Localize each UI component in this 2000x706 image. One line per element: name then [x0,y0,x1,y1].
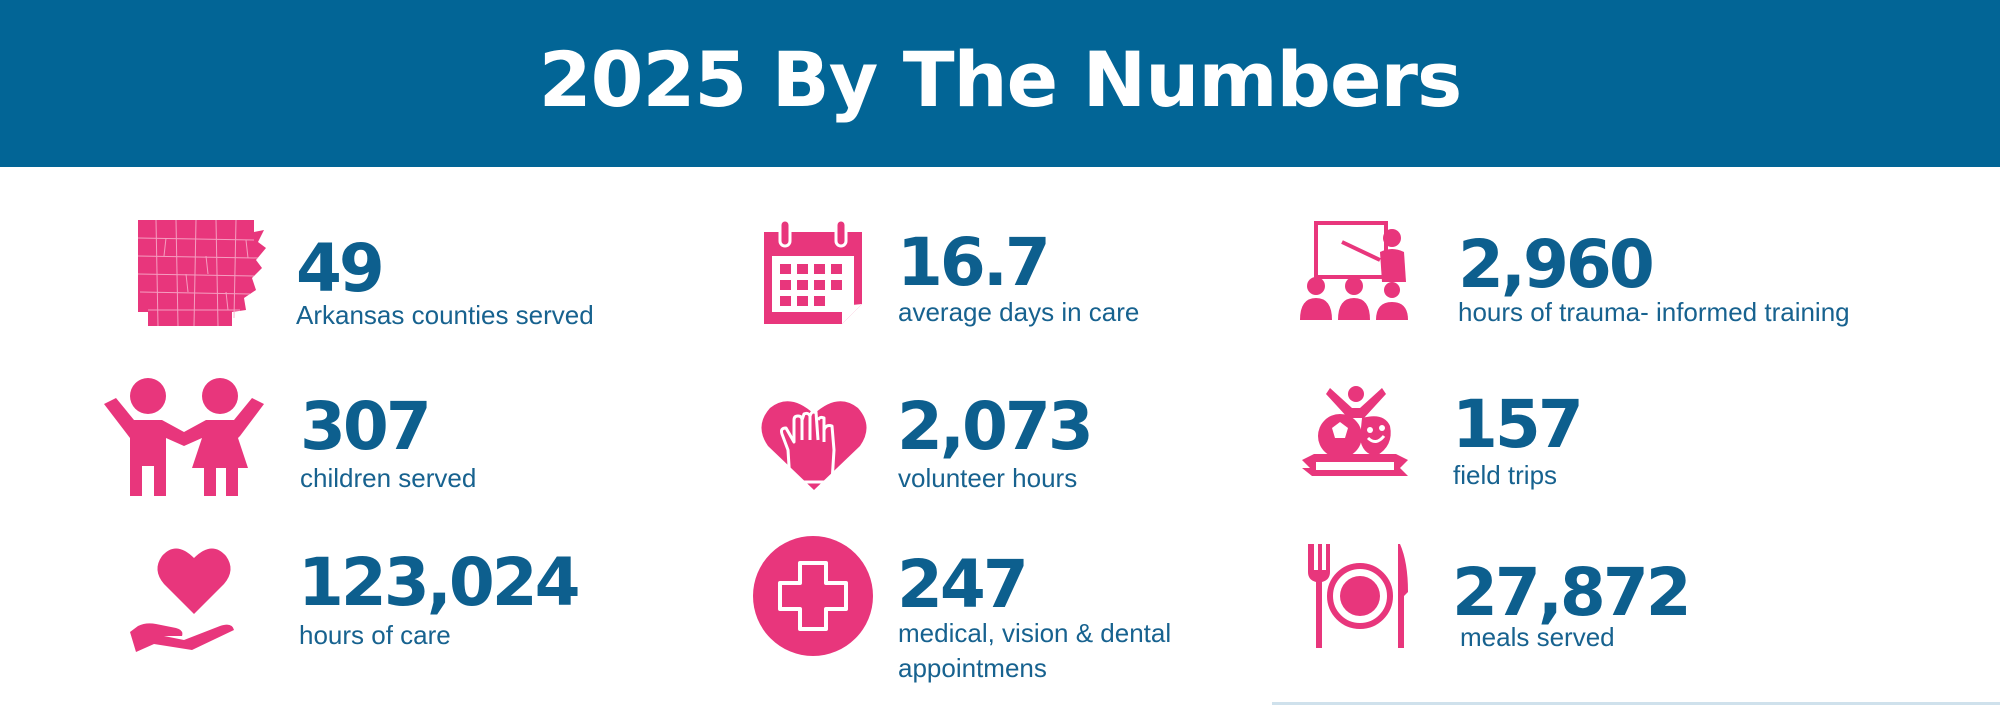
stat-label: average days in care [898,297,1140,327]
stat-label-line2: appointmens [898,653,1047,683]
stat-value: 16.7 [897,224,1051,301]
stat-label: hours of care [299,620,451,650]
stat-value: 27,872 [1452,554,1692,631]
stat-label: volunteer hours [898,463,1078,493]
stat-value: 2,073 [897,388,1094,465]
stat-value: 49 [296,230,385,307]
page-title: 2025 By The Numbers [538,35,1462,124]
stat-label-line1: medical, vision & dental [898,618,1172,648]
medical-cross-icon [752,535,874,657]
stat-label: Arkansas counties served [296,300,594,330]
stat-value: 247 [897,546,1029,623]
activities-badge-icon [1300,382,1410,484]
stat-label: field trips [1453,460,1558,490]
stat-value: 2,960 [1458,226,1655,303]
arkansas-map-icon [136,218,268,328]
stat-value: 157 [1452,386,1584,463]
stat-label: meals served [1460,622,1615,652]
heart-in-hand-icon [128,540,240,652]
calendar-icon [760,218,866,326]
stat-label: children served [300,463,477,493]
volunteer-hands-heart-icon [760,390,868,498]
training-presentation-icon [1296,220,1412,322]
stat-label: hours of trauma- informed training [1458,297,1850,327]
plate-fork-knife-icon [1304,542,1412,650]
header-banner: 2025 By The Numbers [0,0,2000,167]
stat-value: 123,024 [298,544,581,621]
stat-value: 307 [300,388,432,465]
footer-divider [1272,702,2000,705]
children-icon [100,376,268,498]
